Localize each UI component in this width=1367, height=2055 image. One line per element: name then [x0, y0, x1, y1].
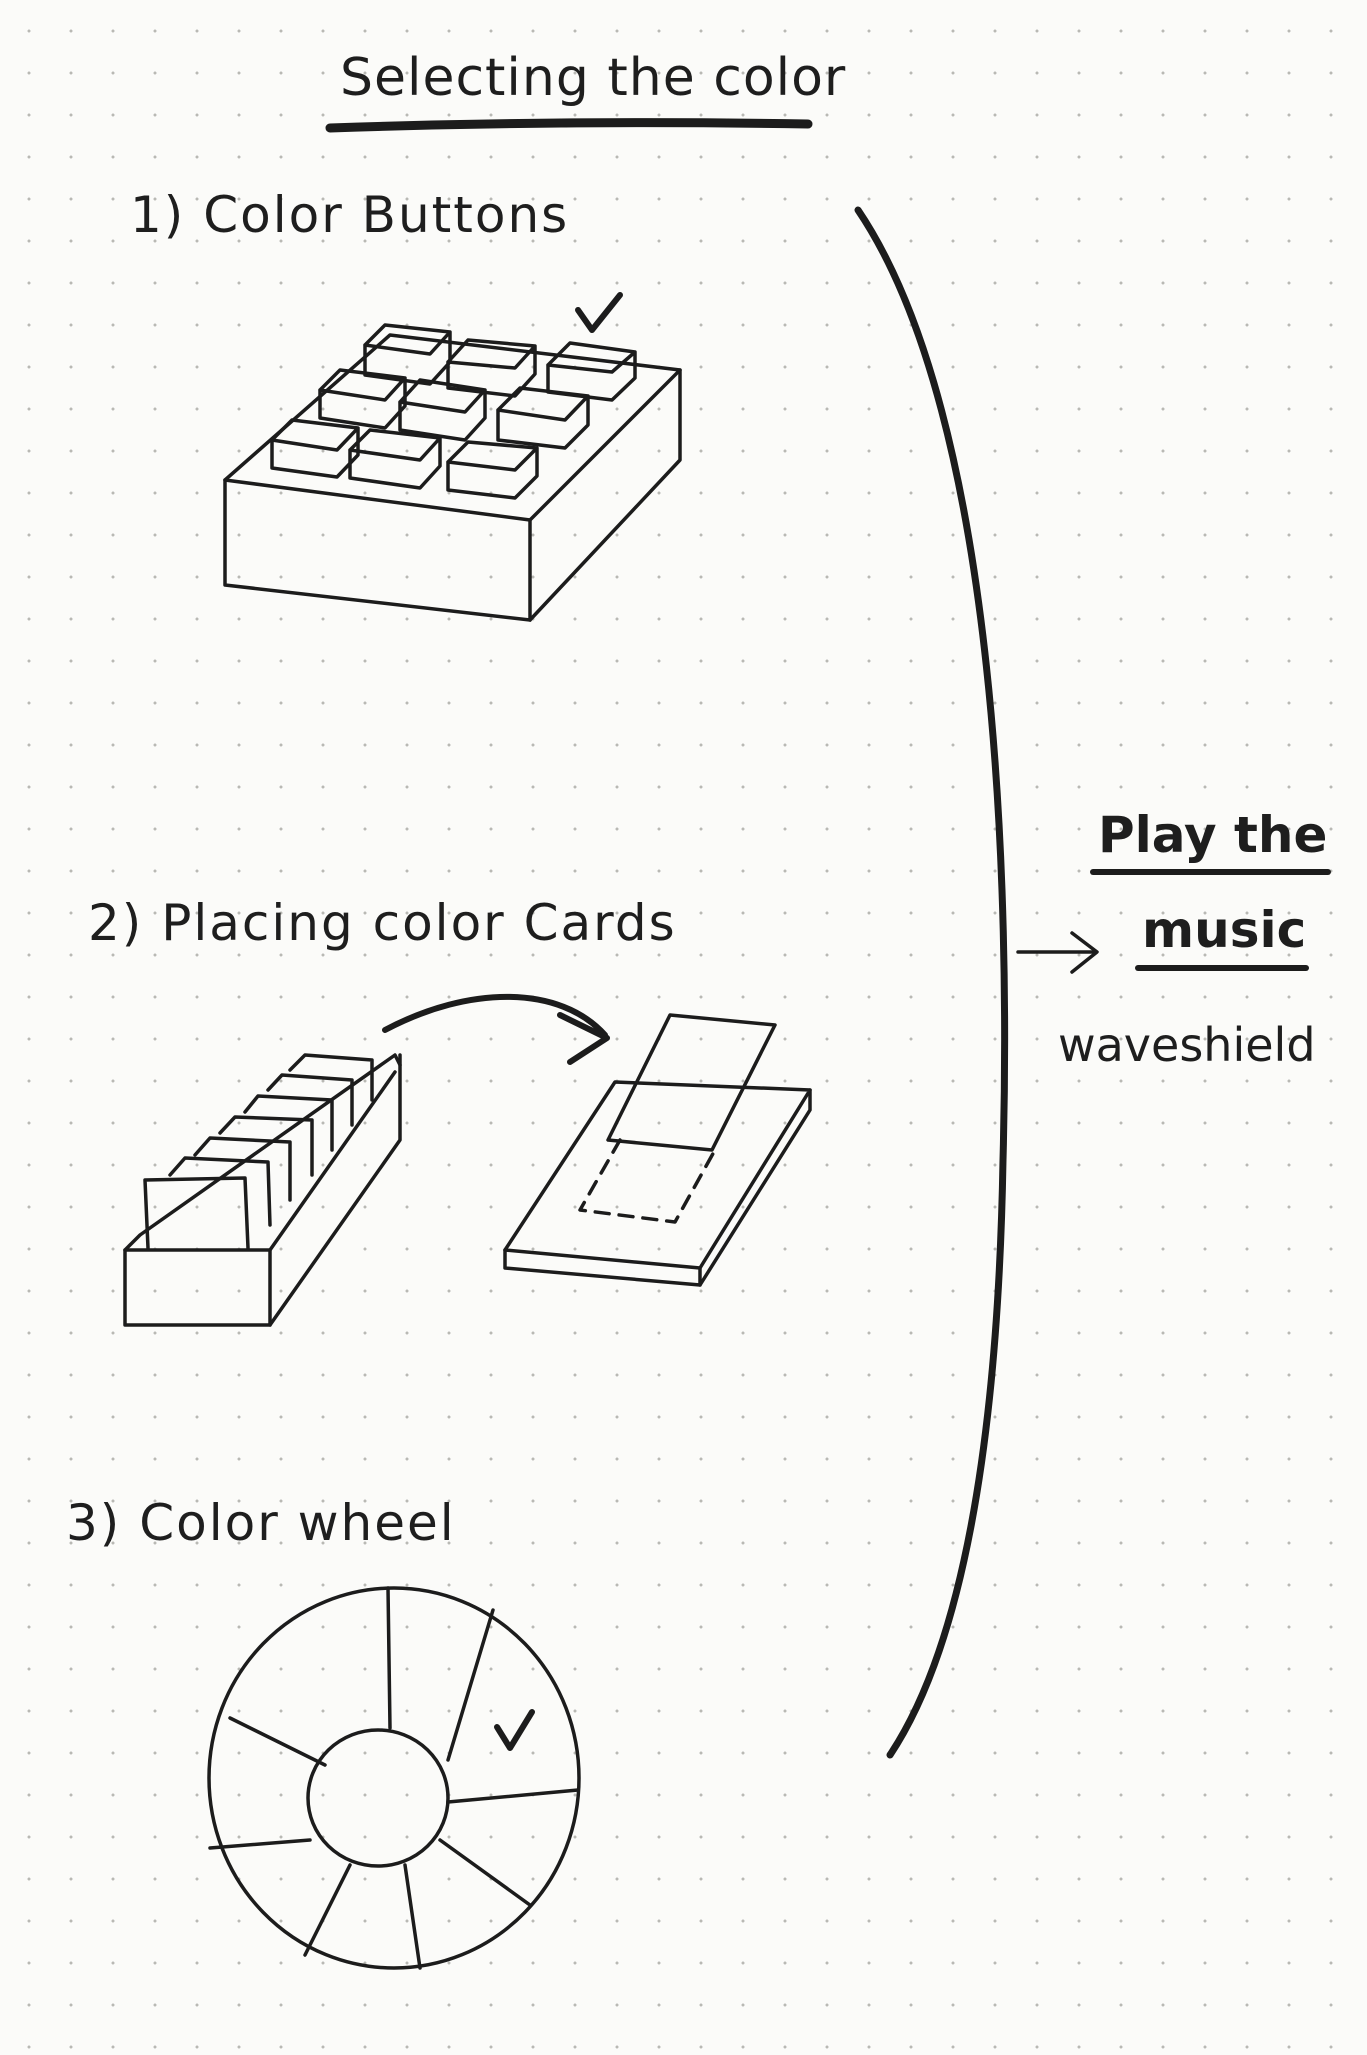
option-label-color-cards: 2) Placing color Cards [88, 894, 677, 952]
color-wheel-sketch-icon [207, 1586, 581, 1970]
option-label-color-buttons: 1) Color Buttons [130, 186, 570, 244]
card-tray-sketch-icon [123, 993, 812, 1327]
outcome-title-line1: Play the [1098, 806, 1328, 864]
option-label-color-wheel: 3) Color wheel [66, 1494, 456, 1552]
outcome-title-line2: music [1142, 901, 1307, 959]
outcome-note: waveshield [1058, 1018, 1316, 1072]
title-underline [325, 118, 813, 133]
right-arrow-icon [1016, 931, 1099, 974]
page-title: Selecting the color [340, 48, 847, 108]
grouping-bracket [854, 206, 1009, 1759]
button-grid-sketch-icon [223, 292, 682, 622]
